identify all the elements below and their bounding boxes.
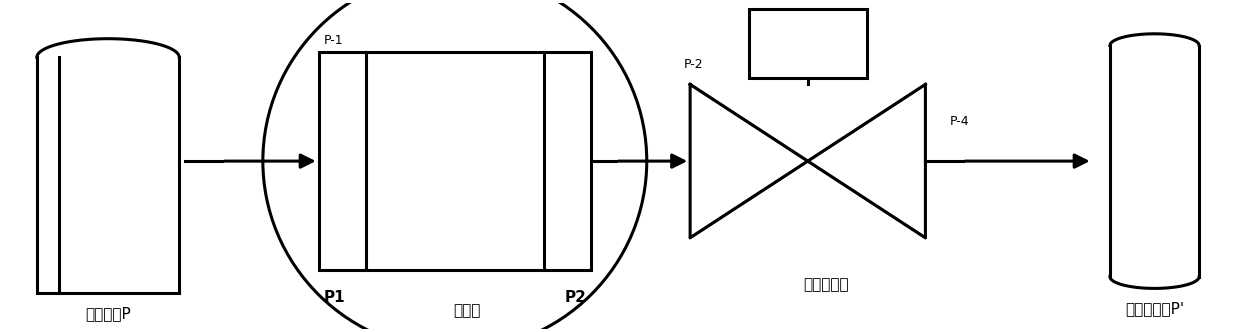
Text: P2: P2	[565, 290, 586, 305]
Text: 燃料调节阀: 燃料调节阀	[804, 277, 850, 292]
Text: 燃烧室压力P': 燃烧室压力P'	[1125, 301, 1184, 316]
Bar	[318, 52, 591, 271]
Text: 燃料储罐P: 燃料储罐P	[85, 306, 131, 321]
Text: P1: P1	[323, 290, 345, 305]
Text: P-2: P-2	[684, 58, 704, 71]
Bar	[749, 9, 867, 78]
Text: P-4: P-4	[950, 116, 970, 128]
Text: P-1: P-1	[323, 34, 343, 47]
Text: 过滤器: 过滤器	[454, 303, 481, 318]
